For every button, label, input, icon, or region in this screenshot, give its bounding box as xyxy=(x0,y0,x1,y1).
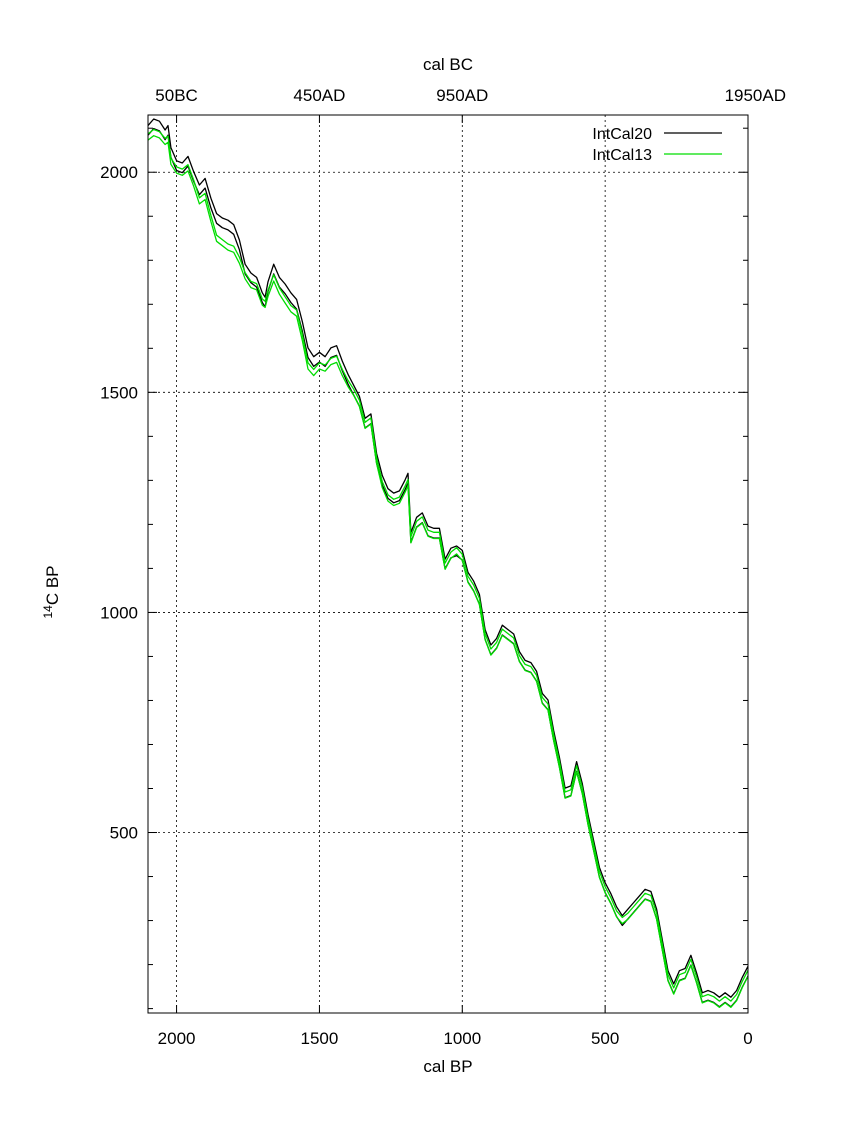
y-axis-label-text: C BP xyxy=(43,565,62,605)
tick-labels: 2000 1500 1000 500 0 500 1000 1500 2000 50BC 450AD… xyxy=(100,86,786,1048)
series-line-intcal20-upper xyxy=(147,118,749,998)
top-tick-label: 1950AD xyxy=(725,86,786,105)
y-tick-label: 2000 xyxy=(100,163,138,182)
y-tick-label: 1500 xyxy=(100,383,138,402)
x-tick-label: 500 xyxy=(591,1029,619,1048)
grid-lines xyxy=(148,115,748,1013)
y-axis-label: 14C BP xyxy=(41,565,62,618)
top-tick-label: 450AD xyxy=(293,86,345,105)
y-tick-label: 500 xyxy=(110,824,138,843)
x-tick-label: 1500 xyxy=(301,1029,339,1048)
top-tick-label: 50BC xyxy=(155,86,198,105)
x-tick-label: 2000 xyxy=(158,1029,196,1048)
x-tick-label: 1000 xyxy=(443,1029,481,1048)
legend-label-intcal20: IntCal20 xyxy=(592,126,652,143)
y-tick-label: 1000 xyxy=(100,603,138,622)
y-axis-label-superscript: 14 xyxy=(41,605,55,619)
top-tick-label: 950AD xyxy=(436,86,488,105)
legend-label-intcal13: IntCal13 xyxy=(592,147,652,164)
series-layer xyxy=(147,118,749,1008)
legend: IntCal20 IntCal13 xyxy=(592,126,722,164)
plot-frame xyxy=(147,114,749,1014)
axis-ticks xyxy=(148,115,749,1013)
series-line-intcal13-lower xyxy=(147,135,749,1008)
x-tick-label: 0 xyxy=(743,1029,752,1048)
x-axis-label: cal BP xyxy=(423,1057,472,1076)
series-line-intcal13-upper xyxy=(147,128,749,1002)
top-axis-label: cal BC xyxy=(423,55,473,74)
